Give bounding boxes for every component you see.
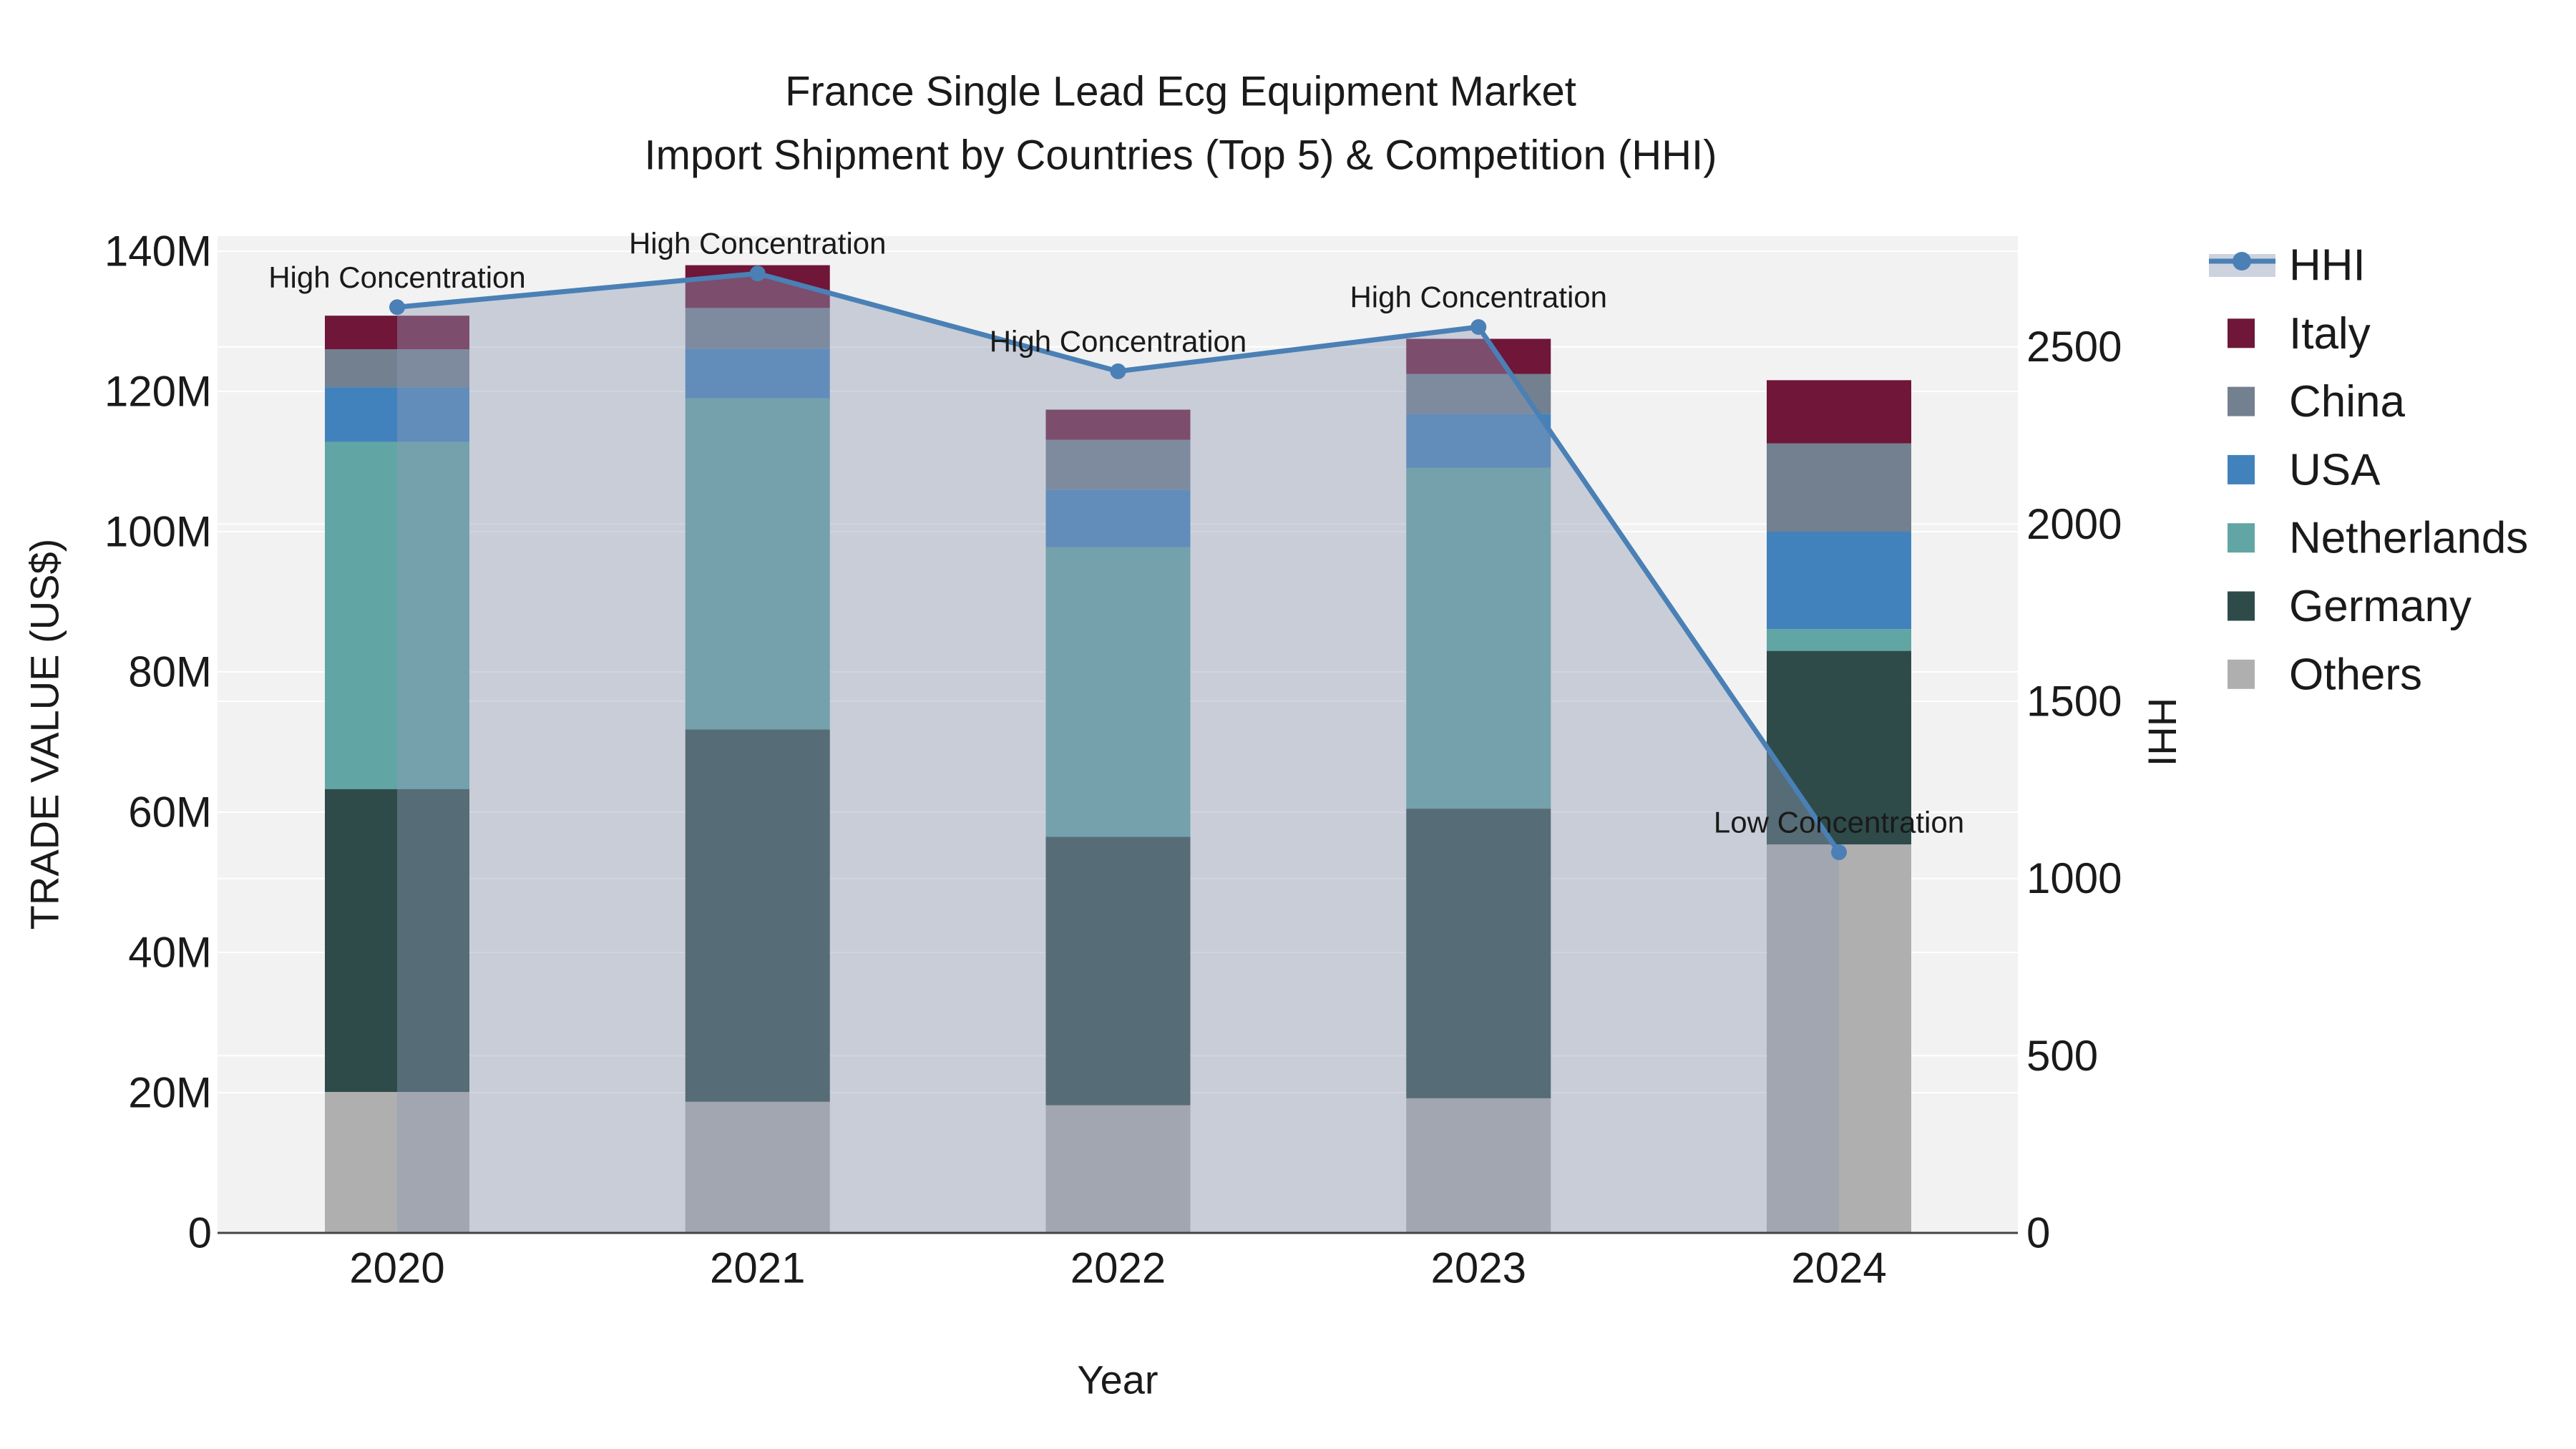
- legend-swatch-usa: [2228, 454, 2255, 484]
- y-left-tick-20M: 20M: [128, 1069, 212, 1117]
- legend-label-hhi: HHI: [2289, 241, 2366, 291]
- y-left-tick-100M: 100M: [104, 508, 212, 556]
- legend-swatch-others: [2228, 659, 2255, 689]
- legend-label-others: Others: [2289, 650, 2422, 699]
- annotation-2020: High Concentration: [268, 260, 526, 294]
- bar-segment-2022-italy[interactable]: [1045, 409, 1191, 440]
- hhi-marker-2020[interactable]: [389, 299, 405, 316]
- annotation-2023: High Concentration: [1350, 280, 1607, 313]
- hhi-marker-2024[interactable]: [1831, 844, 1847, 861]
- legend-item-germany[interactable]: Germany: [2228, 582, 2472, 631]
- x-tick-2021: 2021: [710, 1244, 805, 1292]
- legend-swatch-germany: [2228, 591, 2255, 621]
- bar-segment-2022-usa[interactable]: [1045, 489, 1191, 547]
- bar-segment-2023-germany[interactable]: [1406, 809, 1551, 1098]
- legend-label-usa: USA: [2289, 445, 2381, 494]
- legend-swatch-netherlands: [2228, 523, 2255, 553]
- chart-title: France Single Lead Ecg Equipment Market: [785, 69, 1576, 115]
- hhi-area-fill: [397, 273, 1839, 1233]
- y-axis-title-left: TRADE VALUE (US$): [22, 539, 67, 930]
- bar-segment-2023-usa[interactable]: [1406, 414, 1551, 468]
- legend-label-china: China: [2289, 377, 2406, 426]
- legend-hhi-marker-icon: [2233, 252, 2251, 270]
- bar-segment-2020-usa[interactable]: [325, 387, 469, 442]
- bar-segment-2020-netherlands[interactable]: [325, 441, 469, 789]
- x-tick-2022: 2022: [1070, 1244, 1166, 1292]
- bar-segment-2021-germany[interactable]: [685, 729, 830, 1102]
- legend-label-netherlands: Netherlands: [2289, 514, 2528, 563]
- bar-segment-2024-others[interactable]: [1767, 844, 1911, 1233]
- legend-item-italy[interactable]: Italy: [2228, 309, 2371, 358]
- y-left-tick-120M: 120M: [104, 368, 212, 416]
- bar-segment-2023-italy[interactable]: [1406, 338, 1551, 374]
- y-left-tick-60M: 60M: [128, 789, 212, 836]
- bar-segment-2020-others[interactable]: [325, 1092, 469, 1233]
- y-axis-title-right: HHI: [2140, 698, 2185, 766]
- chart-subtitle: Import Shipment by Countries (Top 5) & C…: [645, 132, 1717, 179]
- x-tick-2020: 2020: [349, 1244, 444, 1292]
- legend-label-germany: Germany: [2289, 582, 2472, 631]
- bar-segment-2021-usa[interactable]: [685, 348, 830, 399]
- bar-segment-2023-netherlands[interactable]: [1406, 467, 1551, 809]
- bar-segment-2024-germany[interactable]: [1767, 650, 1911, 845]
- legend-item-usa[interactable]: USA: [2228, 445, 2381, 494]
- y-left-tick-140M: 140M: [104, 228, 212, 275]
- bar-segment-2024-italy[interactable]: [1767, 380, 1911, 444]
- legend-item-netherlands[interactable]: Netherlands: [2228, 514, 2528, 563]
- bar-segment-2024-usa[interactable]: [1767, 532, 1911, 630]
- y-right-tick-1500: 1500: [2026, 678, 2122, 726]
- bar-segment-2022-others[interactable]: [1045, 1105, 1191, 1233]
- hhi-marker-2023[interactable]: [1470, 318, 1487, 335]
- y-right-tick-500: 500: [2026, 1032, 2098, 1080]
- bar-segment-2020-china[interactable]: [325, 349, 469, 388]
- x-tick-2024: 2024: [1791, 1244, 1886, 1292]
- bar-segment-2024-china[interactable]: [1767, 443, 1911, 532]
- bar-segment-2022-china[interactable]: [1045, 439, 1191, 490]
- legend-item-hhi[interactable]: HHI: [2209, 241, 2366, 291]
- legend-swatch-china: [2228, 386, 2255, 416]
- y-left-tick-40M: 40M: [128, 929, 212, 977]
- y-right-tick-0: 0: [2026, 1209, 2050, 1257]
- bar-segment-2021-netherlands[interactable]: [685, 398, 830, 730]
- annotation-2024: Low Concentration: [1714, 806, 1964, 839]
- bar-segment-2023-others[interactable]: [1406, 1098, 1551, 1233]
- x-axis-title: Year: [1077, 1357, 1158, 1402]
- bar-segment-2020-italy[interactable]: [325, 316, 469, 350]
- bar-segment-2022-netherlands[interactable]: [1045, 547, 1191, 837]
- legend-swatch-italy: [2228, 318, 2255, 348]
- bar-segment-2020-germany[interactable]: [325, 789, 469, 1093]
- legend-item-others[interactable]: Others: [2228, 650, 2422, 699]
- annotation-2022: High Concentration: [990, 324, 1247, 358]
- hhi-marker-2021[interactable]: [749, 265, 766, 282]
- bar-segment-2022-germany[interactable]: [1045, 836, 1191, 1106]
- y-left-tick-0: 0: [188, 1209, 212, 1257]
- bar-segment-2021-others[interactable]: [685, 1101, 830, 1233]
- bar-segment-2021-china[interactable]: [685, 308, 830, 349]
- y-right-tick-2000: 2000: [2026, 500, 2122, 548]
- legend-item-china[interactable]: China: [2228, 377, 2406, 426]
- y-left-tick-80M: 80M: [128, 648, 212, 696]
- y-right-tick-1000: 1000: [2026, 854, 2122, 902]
- hhi-marker-2022[interactable]: [1110, 363, 1126, 379]
- y-right-tick-2500: 2500: [2026, 323, 2122, 371]
- x-tick-2023: 2023: [1431, 1244, 1526, 1292]
- bar-segment-2024-netherlands[interactable]: [1767, 629, 1911, 651]
- legend-label-italy: Italy: [2289, 309, 2371, 358]
- annotation-2021: High Concentration: [629, 227, 887, 260]
